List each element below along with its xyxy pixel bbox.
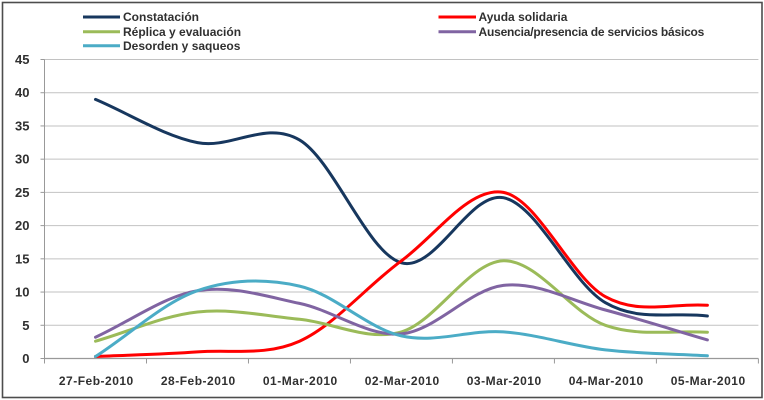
svg-text:04-Mar-2010: 04-Mar-2010 xyxy=(569,374,644,388)
svg-text:Ausencia/presencia de servicio: Ausencia/presencia de servicios básicos xyxy=(479,25,705,39)
svg-text:Desorden y saqueos: Desorden y saqueos xyxy=(123,39,241,53)
svg-text:30: 30 xyxy=(15,152,29,167)
svg-text:28-Feb-2010: 28-Feb-2010 xyxy=(161,374,236,388)
svg-text:45: 45 xyxy=(15,52,29,67)
svg-text:Réplica y evaluación: Réplica y evaluación xyxy=(123,25,241,39)
svg-text:02-Mar-2010: 02-Mar-2010 xyxy=(365,374,440,388)
svg-text:01-Mar-2010: 01-Mar-2010 xyxy=(263,374,338,388)
svg-text:15: 15 xyxy=(15,251,29,266)
svg-text:10: 10 xyxy=(15,285,29,300)
svg-text:25: 25 xyxy=(15,185,29,200)
svg-text:03-Mar-2010: 03-Mar-2010 xyxy=(467,374,542,388)
svg-text:Constatación: Constatación xyxy=(123,10,199,24)
svg-text:0: 0 xyxy=(22,351,29,366)
svg-text:5: 5 xyxy=(22,318,29,333)
svg-text:27-Feb-2010: 27-Feb-2010 xyxy=(59,374,134,388)
svg-text:40: 40 xyxy=(15,85,29,100)
svg-text:Ayuda solidaria: Ayuda solidaria xyxy=(479,10,568,24)
svg-text:35: 35 xyxy=(15,118,29,133)
svg-text:20: 20 xyxy=(15,218,29,233)
svg-text:05-Mar-2010: 05-Mar-2010 xyxy=(671,374,746,388)
